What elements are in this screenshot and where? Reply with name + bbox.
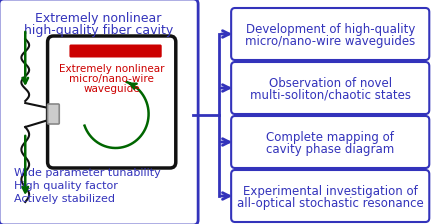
FancyBboxPatch shape: [69, 45, 162, 58]
Text: micro/nano-wire waveguides: micro/nano-wire waveguides: [245, 34, 415, 47]
Text: high-quality fiber cavity: high-quality fiber cavity: [24, 24, 173, 37]
Text: all-optical stochastic resonance: all-optical stochastic resonance: [237, 196, 424, 209]
FancyBboxPatch shape: [231, 170, 429, 222]
FancyBboxPatch shape: [48, 104, 59, 124]
Text: Development of high-quality: Development of high-quality: [246, 22, 415, 35]
FancyBboxPatch shape: [231, 8, 429, 60]
Text: Actively stabilized: Actively stabilized: [14, 194, 115, 204]
Text: High quality factor: High quality factor: [14, 181, 118, 191]
Text: Experimental investigation of: Experimental investigation of: [243, 185, 418, 198]
Text: Observation of novel: Observation of novel: [269, 77, 392, 90]
Text: Extremely nonlinear: Extremely nonlinear: [59, 64, 164, 74]
Text: cavity phase diagram: cavity phase diagram: [266, 142, 394, 155]
FancyBboxPatch shape: [48, 36, 176, 168]
FancyBboxPatch shape: [0, 0, 198, 224]
Text: micro/nano-wire: micro/nano-wire: [69, 74, 154, 84]
FancyBboxPatch shape: [231, 62, 429, 114]
Text: waveguide: waveguide: [83, 84, 140, 94]
Text: multi-soliton/chaotic states: multi-soliton/chaotic states: [250, 88, 411, 101]
Text: Wide parameter tunability: Wide parameter tunability: [14, 168, 160, 178]
Text: Extremely nonlinear: Extremely nonlinear: [36, 12, 162, 25]
FancyBboxPatch shape: [231, 116, 429, 168]
Text: Complete mapping of: Complete mapping of: [266, 131, 394, 144]
